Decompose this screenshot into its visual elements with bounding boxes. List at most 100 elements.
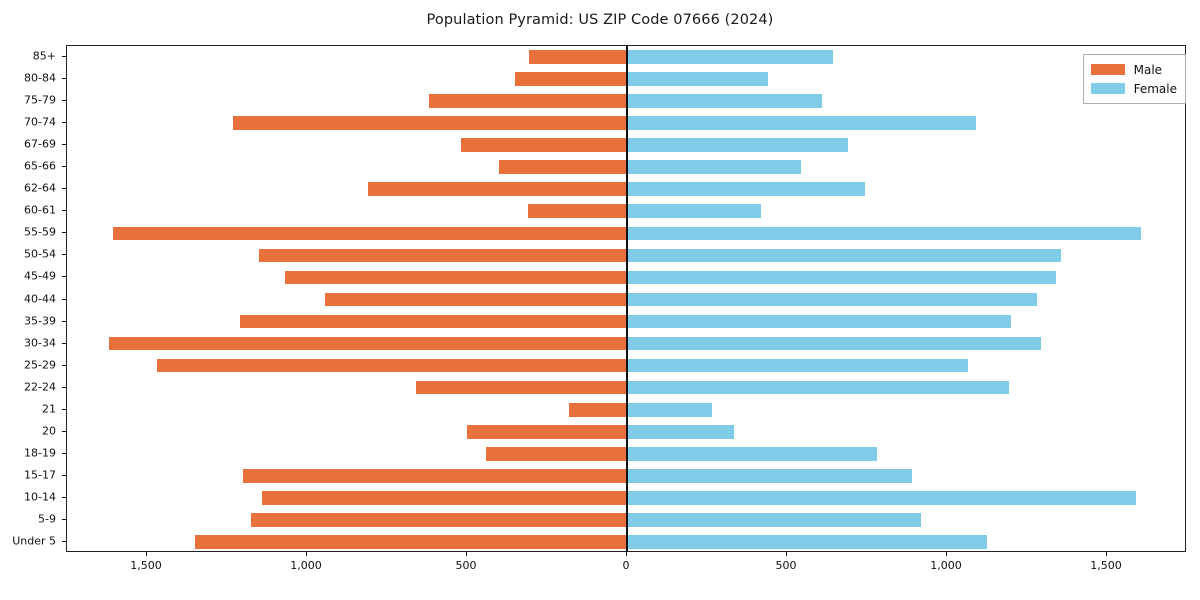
bar-female xyxy=(627,380,1010,395)
bar-female xyxy=(627,402,712,417)
y-axis-label: 30-34 xyxy=(24,336,56,350)
y-axis-label: 50-54 xyxy=(24,247,56,261)
x-axis-ticks: 1,500 1,000 500 0 500 1,000 1,500 xyxy=(0,552,1200,592)
x-axis-tick-mark xyxy=(946,552,947,556)
bar-male xyxy=(251,513,627,527)
y-axis-tick-mark xyxy=(62,474,66,476)
y-axis-label: 10-14 xyxy=(24,490,56,504)
bar-row xyxy=(67,50,1185,64)
bars-layer xyxy=(67,46,1185,551)
bar-male xyxy=(259,248,627,263)
bar-female xyxy=(627,270,1056,285)
y-axis-label: 65-66 xyxy=(24,159,56,173)
bar-female xyxy=(627,513,922,527)
bar-male xyxy=(367,182,627,197)
y-axis-tick-mark xyxy=(62,320,66,322)
bar-female xyxy=(627,50,834,64)
bar-male xyxy=(262,491,627,505)
bar-female xyxy=(627,446,877,461)
y-axis-label: 80-84 xyxy=(24,71,56,85)
bar-female xyxy=(627,358,968,373)
y-axis-label: Under 5 xyxy=(12,534,56,548)
bar-male xyxy=(156,358,627,373)
y-axis-label: 25-29 xyxy=(24,358,56,372)
bar-male xyxy=(499,160,627,175)
bar-male xyxy=(284,270,627,285)
y-axis-label: 70-74 xyxy=(24,115,56,129)
bar-row xyxy=(67,380,1185,395)
bar-female xyxy=(627,292,1037,307)
y-axis-tick-mark xyxy=(62,254,66,256)
bar-female xyxy=(627,204,762,219)
bar-row xyxy=(67,270,1185,285)
bar-female xyxy=(627,535,987,549)
y-axis-tick-mark xyxy=(62,496,66,498)
bar-row xyxy=(67,116,1185,130)
bar-female xyxy=(627,116,976,130)
bar-male xyxy=(569,402,627,417)
bar-row xyxy=(67,358,1185,373)
bar-male xyxy=(415,380,627,395)
x-axis-tick-mark xyxy=(466,552,467,556)
y-axis-tick-mark xyxy=(62,430,66,432)
bar-female xyxy=(627,424,735,439)
bar-row xyxy=(67,160,1185,175)
bar-female xyxy=(627,160,802,175)
bar-male xyxy=(515,72,627,86)
x-axis-tick-label: 1,500 xyxy=(130,559,162,572)
y-axis-label: 21 xyxy=(42,402,56,416)
bar-row xyxy=(67,226,1185,241)
y-axis-tick-mark xyxy=(62,298,66,300)
y-axis-tick-mark xyxy=(62,210,66,212)
chart-legend: Male Female xyxy=(1082,54,1186,104)
legend-item-male: Male xyxy=(1090,60,1177,79)
y-axis-label: 18-19 xyxy=(24,446,56,460)
legend-label-female: Female xyxy=(1133,81,1177,96)
y-axis-tick-mark xyxy=(62,452,66,454)
bar-row xyxy=(67,138,1185,153)
zero-axis-line xyxy=(626,46,628,551)
bar-row xyxy=(67,182,1185,197)
y-axis-label: 45-49 xyxy=(24,269,56,283)
bar-male xyxy=(113,226,627,241)
y-axis-label: 5-9 xyxy=(38,512,56,526)
x-axis-tick-mark xyxy=(786,552,787,556)
bar-row xyxy=(67,336,1185,351)
bar-row xyxy=(67,469,1185,483)
bar-male xyxy=(243,469,627,483)
plot-area xyxy=(66,45,1186,552)
bar-male xyxy=(324,292,627,307)
bar-row xyxy=(67,94,1185,108)
y-axis-tick-mark xyxy=(62,56,66,58)
y-axis-tick-mark xyxy=(62,540,66,542)
y-axis-tick-mark xyxy=(62,518,66,520)
y-axis-labels: 85+ 80-84 75-79 70-74 67-69 65-66 62-64 60-61 55… xyxy=(0,45,1200,552)
bar-female xyxy=(627,336,1042,351)
bar-row xyxy=(67,446,1185,461)
bar-female xyxy=(627,469,912,483)
x-axis-tick-mark xyxy=(626,552,627,556)
y-axis-label: 67-69 xyxy=(24,137,56,151)
bar-male xyxy=(233,116,627,130)
legend-swatch-male xyxy=(1090,64,1125,75)
bar-row xyxy=(67,402,1185,417)
y-axis-tick-mark xyxy=(62,144,66,146)
bar-male xyxy=(486,446,627,461)
bar-male xyxy=(195,535,627,549)
bar-male xyxy=(529,50,627,64)
y-axis-label: 35-39 xyxy=(24,314,56,328)
bar-female xyxy=(627,138,848,153)
bar-row xyxy=(67,72,1185,86)
chart-title: Population Pyramid: US ZIP Code 07666 (2… xyxy=(426,12,774,28)
y-axis-tick-mark xyxy=(62,364,66,366)
bar-male xyxy=(460,138,627,153)
bar-female xyxy=(627,182,866,197)
y-axis-tick-mark xyxy=(62,166,66,168)
x-axis-tick-mark xyxy=(146,552,147,556)
x-axis-tick-label: 1,000 xyxy=(290,559,322,572)
bar-row xyxy=(67,314,1185,329)
bar-row xyxy=(67,491,1185,505)
bar-row xyxy=(67,292,1185,307)
bar-row xyxy=(67,248,1185,263)
